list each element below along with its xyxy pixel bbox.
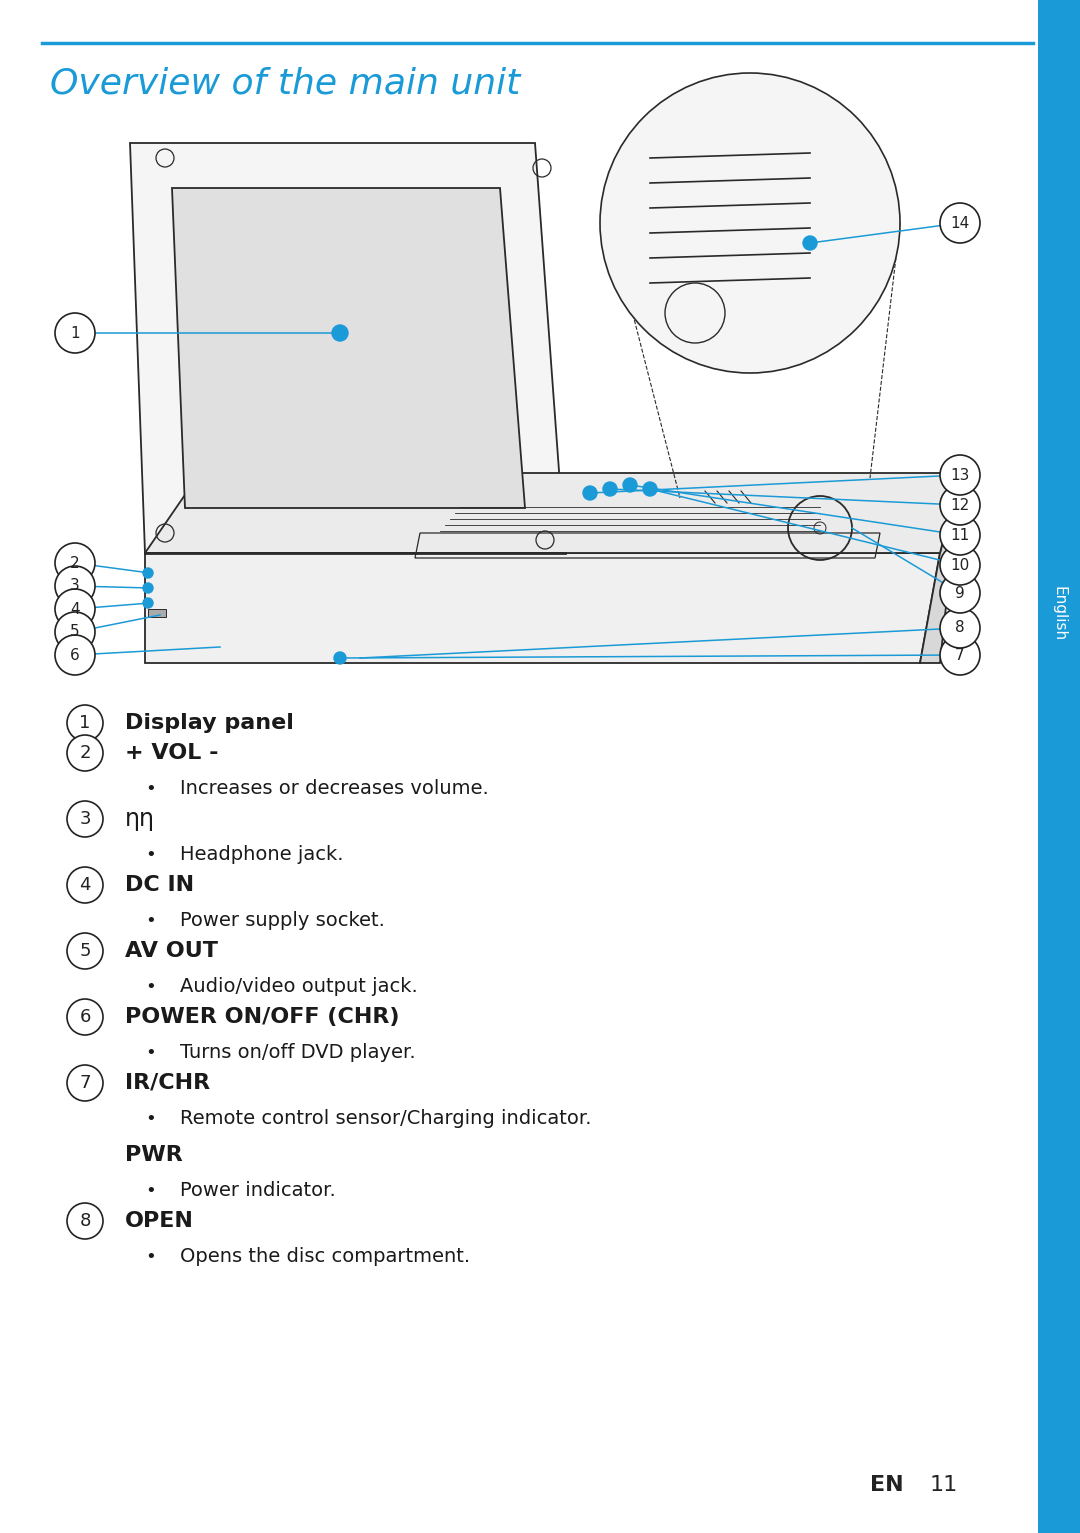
Text: Remote control sensor/Charging indicator.: Remote control sensor/Charging indicator… bbox=[180, 1110, 592, 1128]
Text: •: • bbox=[145, 846, 156, 865]
Text: 5: 5 bbox=[79, 941, 91, 960]
Text: IR/CHR: IR/CHR bbox=[125, 1073, 211, 1093]
Text: Overview of the main unit: Overview of the main unit bbox=[50, 66, 521, 100]
Text: 3: 3 bbox=[79, 809, 91, 828]
Circle shape bbox=[55, 589, 95, 629]
Circle shape bbox=[583, 486, 597, 500]
Circle shape bbox=[67, 1065, 103, 1101]
Text: 4: 4 bbox=[70, 601, 80, 616]
Circle shape bbox=[143, 598, 153, 609]
Polygon shape bbox=[130, 143, 565, 553]
Text: 11: 11 bbox=[930, 1475, 958, 1495]
Circle shape bbox=[940, 573, 980, 613]
Circle shape bbox=[643, 481, 657, 497]
Text: POWER ON/OFF (CHR): POWER ON/OFF (CHR) bbox=[125, 1007, 400, 1027]
Circle shape bbox=[67, 1000, 103, 1035]
Circle shape bbox=[623, 478, 637, 492]
Text: •: • bbox=[145, 780, 156, 799]
Text: ηη: ηη bbox=[125, 806, 156, 831]
Circle shape bbox=[940, 202, 980, 244]
Text: 2: 2 bbox=[79, 744, 91, 762]
Circle shape bbox=[804, 236, 816, 250]
Circle shape bbox=[67, 802, 103, 837]
Circle shape bbox=[143, 569, 153, 578]
Circle shape bbox=[603, 481, 617, 497]
Circle shape bbox=[55, 543, 95, 583]
Text: 5: 5 bbox=[70, 624, 80, 639]
Text: English: English bbox=[1052, 586, 1067, 641]
Circle shape bbox=[940, 635, 980, 675]
Polygon shape bbox=[145, 474, 960, 553]
Text: 3: 3 bbox=[70, 578, 80, 593]
Text: 1: 1 bbox=[79, 714, 91, 731]
Circle shape bbox=[600, 74, 900, 373]
Circle shape bbox=[332, 325, 348, 340]
Circle shape bbox=[940, 609, 980, 648]
Text: OPEN: OPEN bbox=[125, 1211, 194, 1231]
Circle shape bbox=[67, 934, 103, 969]
Text: Headphone jack.: Headphone jack. bbox=[180, 846, 343, 865]
Text: 11: 11 bbox=[950, 527, 970, 543]
Circle shape bbox=[940, 455, 980, 495]
Text: Display panel: Display panel bbox=[125, 713, 294, 733]
Text: 6: 6 bbox=[79, 1009, 91, 1026]
Text: 7: 7 bbox=[955, 647, 964, 662]
Bar bbox=[1038, 0, 1080, 1533]
Circle shape bbox=[55, 566, 95, 606]
Text: 10: 10 bbox=[950, 558, 970, 572]
Text: + VOL -: + VOL - bbox=[125, 744, 218, 763]
Circle shape bbox=[67, 1203, 103, 1239]
Text: Increases or decreases volume.: Increases or decreases volume. bbox=[180, 779, 489, 799]
Text: 7: 7 bbox=[79, 1075, 91, 1091]
Text: 8: 8 bbox=[79, 1213, 91, 1229]
Circle shape bbox=[334, 652, 346, 664]
Circle shape bbox=[67, 868, 103, 903]
Circle shape bbox=[940, 484, 980, 524]
Text: 12: 12 bbox=[950, 498, 970, 512]
Text: AV OUT: AV OUT bbox=[125, 941, 218, 961]
Polygon shape bbox=[172, 189, 525, 507]
Text: Audio/video output jack.: Audio/video output jack. bbox=[180, 978, 418, 996]
Text: 8: 8 bbox=[955, 621, 964, 636]
Text: •: • bbox=[145, 1044, 156, 1062]
Circle shape bbox=[67, 734, 103, 771]
Circle shape bbox=[55, 635, 95, 675]
Bar bbox=[148, 609, 166, 616]
Text: 14: 14 bbox=[950, 216, 970, 230]
Text: PWR: PWR bbox=[125, 1145, 183, 1165]
Text: 4: 4 bbox=[79, 875, 91, 894]
Polygon shape bbox=[145, 553, 940, 662]
Polygon shape bbox=[920, 474, 960, 662]
Circle shape bbox=[55, 313, 95, 353]
Text: Power indicator.: Power indicator. bbox=[180, 1182, 336, 1200]
Circle shape bbox=[940, 546, 980, 586]
Text: Opens the disc compartment.: Opens the disc compartment. bbox=[180, 1248, 470, 1266]
Circle shape bbox=[940, 515, 980, 555]
Text: 9: 9 bbox=[955, 586, 964, 601]
Text: EN: EN bbox=[870, 1475, 904, 1495]
Text: •: • bbox=[145, 978, 156, 996]
Text: Power supply socket.: Power supply socket. bbox=[180, 912, 384, 931]
Text: •: • bbox=[145, 1248, 156, 1266]
Text: 2: 2 bbox=[70, 555, 80, 570]
Text: •: • bbox=[145, 1110, 156, 1128]
Text: DC IN: DC IN bbox=[125, 875, 194, 895]
Text: Turns on/off DVD player.: Turns on/off DVD player. bbox=[180, 1044, 416, 1062]
Text: 6: 6 bbox=[70, 647, 80, 662]
Circle shape bbox=[143, 583, 153, 593]
Text: 1: 1 bbox=[70, 325, 80, 340]
Circle shape bbox=[55, 612, 95, 652]
Text: •: • bbox=[145, 1182, 156, 1200]
Text: •: • bbox=[145, 912, 156, 931]
Text: 13: 13 bbox=[950, 468, 970, 483]
Circle shape bbox=[67, 705, 103, 740]
